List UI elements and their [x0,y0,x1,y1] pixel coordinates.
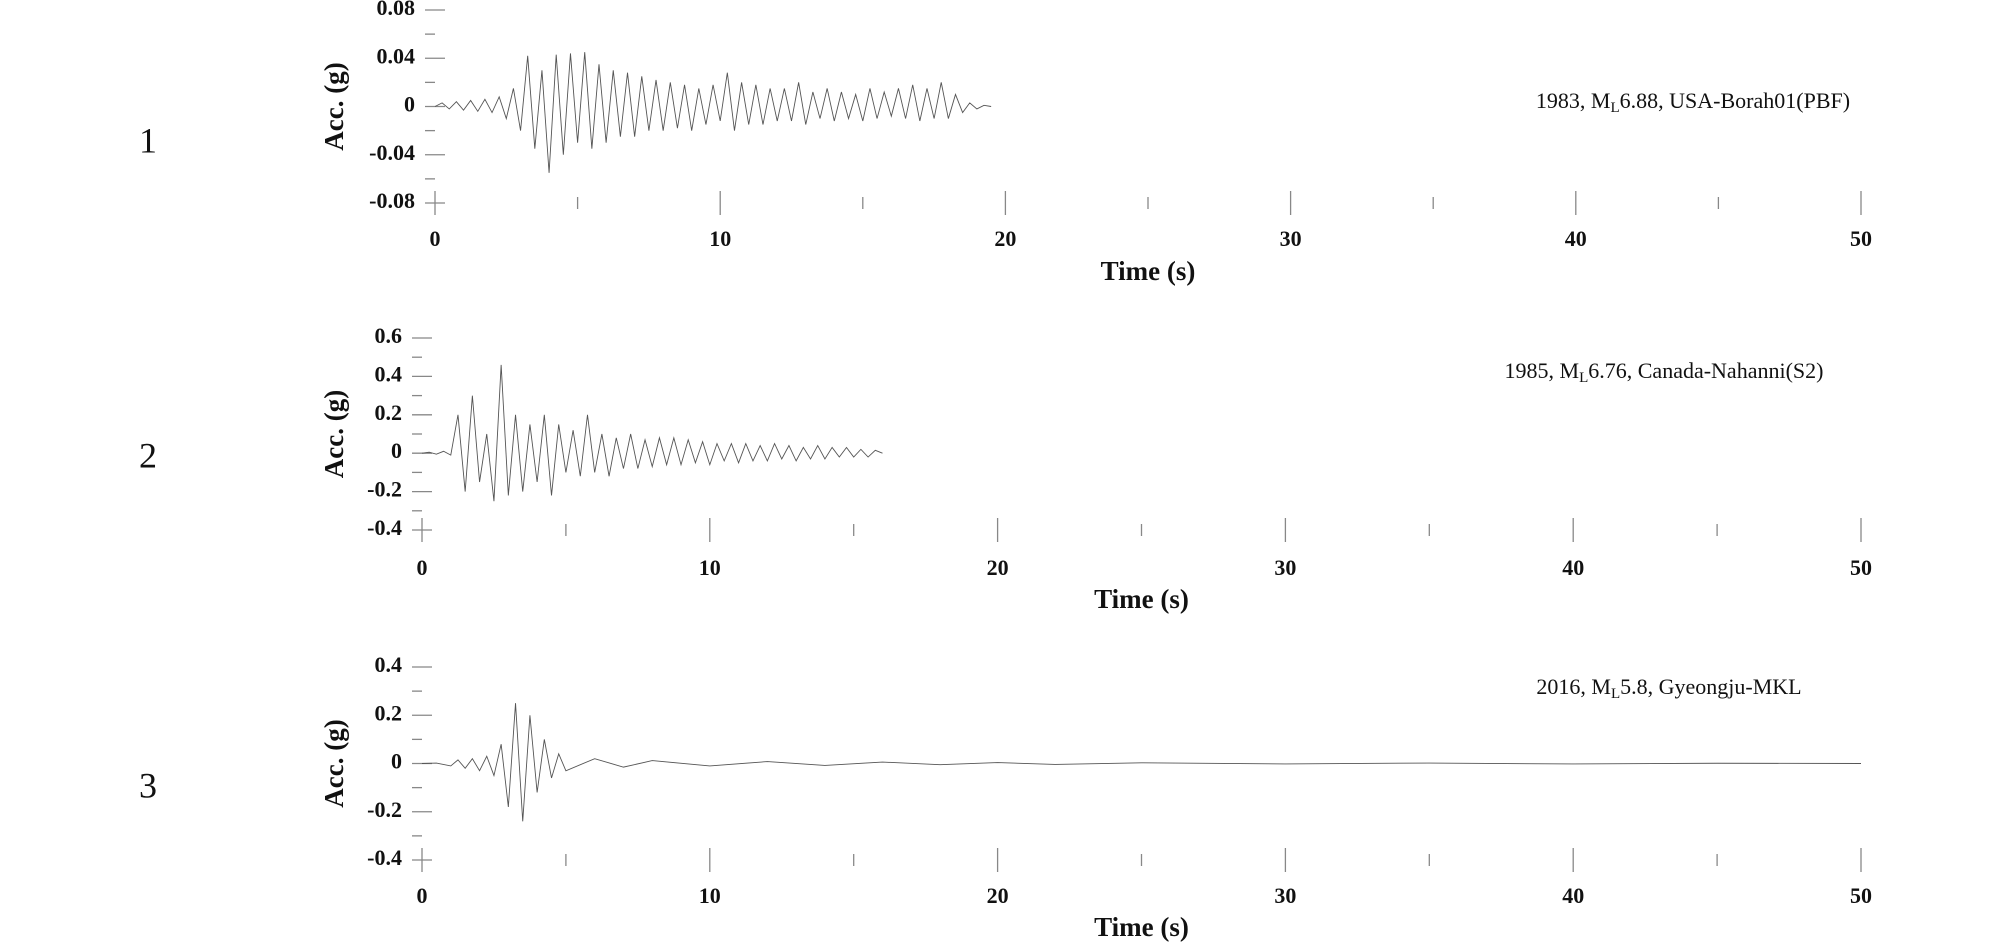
x-tick-label: 30 [1280,226,1302,251]
chart-panel: 1 1983, ML6.88, USA-Borah01(PBF) Acc. (g) T… [139,0,1872,286]
x-tick-label: 50 [1850,555,1872,580]
y-tick-label: -0.2 [367,797,402,822]
signal-line [421,703,1862,822]
y-tick-label: 0.2 [375,700,403,725]
annotation-suffix: 6.76, Canada-Nahanni(S2) [1588,358,1823,383]
y-tick-label: -0.4 [367,845,402,870]
x-tick-label: 0 [430,226,441,251]
x-tick-label: 0 [417,555,428,580]
y-tick-label: 0 [391,438,402,463]
y-axis-title: Acc. (g) [319,719,349,807]
y-tick-label: -0.4 [367,515,402,540]
y-tick-label: -0.2 [367,477,402,502]
x-tick-label: 0 [417,883,428,908]
x-tick-label: 30 [1274,555,1296,580]
y-axis-title: Acc. (g) [319,390,349,478]
x-tick-label: 10 [709,226,731,251]
chart-panel: 2 1985, ML6.76, Canada-Nahanni(S2) Acc. (g… [139,323,1872,614]
y-tick-label: 0.08 [377,0,416,20]
panel-number: 1 [139,120,157,160]
annotation-subscript: L [1611,686,1620,702]
chart-panel: 3 2016, ML5.8, Gyeongju-MKL Acc. (g) Time (… [139,652,1872,942]
x-tick-label: 50 [1850,226,1872,251]
x-tick-label: 30 [1274,883,1296,908]
x-tick-label: 20 [987,555,1009,580]
record-annotation: 2016, ML5.8, Gyeongju-MKL [1536,674,1801,702]
y-tick-label: 0.6 [375,323,403,348]
x-tick-label: 20 [987,883,1009,908]
y-tick-label: 0.04 [377,43,416,68]
x-tick-label: 40 [1562,555,1584,580]
annotation-prefix: 1985, M [1505,358,1580,383]
x-axis-title: Time (s) [1094,912,1189,942]
x-tick-label: 40 [1562,883,1584,908]
y-axis-title: Acc. (g) [319,62,349,150]
y-tick-label: -0.04 [369,140,415,165]
panel-number: 3 [139,765,157,805]
x-axis-title: Time (s) [1101,256,1196,286]
signal-line [421,364,883,502]
panel-number: 2 [139,435,157,475]
x-tick-label: 20 [994,226,1016,251]
y-tick-label: 0.2 [375,400,403,425]
x-tick-label: 10 [699,555,721,580]
annotation-subscript: L [1579,370,1588,386]
annotation-suffix: 6.88, USA-Borah01(PBF) [1620,88,1850,113]
annotation-suffix: 5.8, Gyeongju-MKL [1620,674,1801,699]
annotation-subscript: L [1610,100,1619,116]
y-tick-label: 0.4 [375,652,403,677]
y-tick-label: 0 [391,749,402,774]
signal-line [434,52,992,173]
x-tick-label: 10 [699,883,721,908]
y-tick-label: 0 [404,92,415,117]
x-axis-title: Time (s) [1094,584,1189,614]
x-tick-label: 40 [1565,226,1587,251]
annotation-prefix: 1983, M [1536,88,1611,113]
y-tick-label: 0.4 [375,361,403,386]
x-tick-label: 50 [1850,883,1872,908]
record-annotation: 1983, ML6.88, USA-Borah01(PBF) [1536,88,1850,116]
annotation-prefix: 2016, M [1536,674,1611,699]
y-tick-label: -0.08 [369,188,415,213]
record-annotation: 1985, ML6.76, Canada-Nahanni(S2) [1505,358,1824,386]
